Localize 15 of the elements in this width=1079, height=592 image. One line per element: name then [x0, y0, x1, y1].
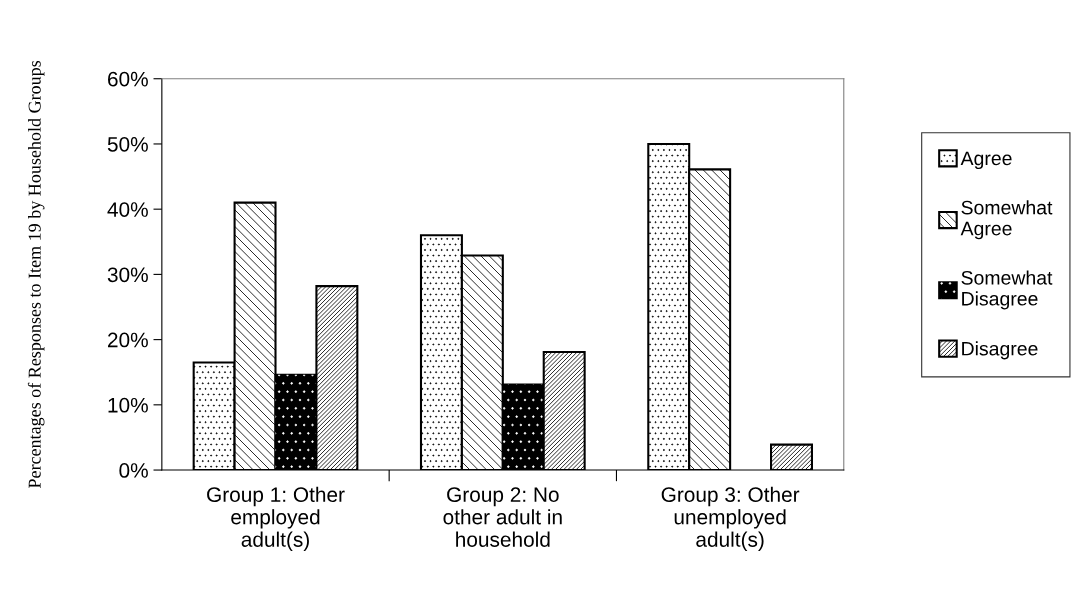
- legend-label: Somewhat Agree: [960, 200, 1053, 240]
- y-tick-label: 10%: [108, 397, 148, 413]
- y-tick-label: 30%: [107, 267, 148, 283]
- legend-label: Somewhat Disagree: [961, 270, 1053, 310]
- y-axis-title: Percentages of Responses to Item 19 by Household Groups: [27, 60, 45, 488]
- x-tick-label: Group 2: No other adult in household: [443, 487, 562, 547]
- y-tick-label: 20%: [108, 332, 148, 348]
- legend-label: Disagree: [962, 341, 1038, 360]
- y-tick-label: 50%: [107, 136, 148, 152]
- x-tick-label: Group 3: Other unemployed adult(s): [661, 486, 800, 552]
- y-tick-label: 0%: [119, 463, 148, 478]
- x-tick-label: Group 1: Other employed adult(s): [207, 486, 345, 552]
- legend-label: Agree: [960, 151, 1012, 170]
- y-tick-label: 60%: [108, 71, 148, 87]
- y-tick-label: 40%: [107, 202, 148, 217]
